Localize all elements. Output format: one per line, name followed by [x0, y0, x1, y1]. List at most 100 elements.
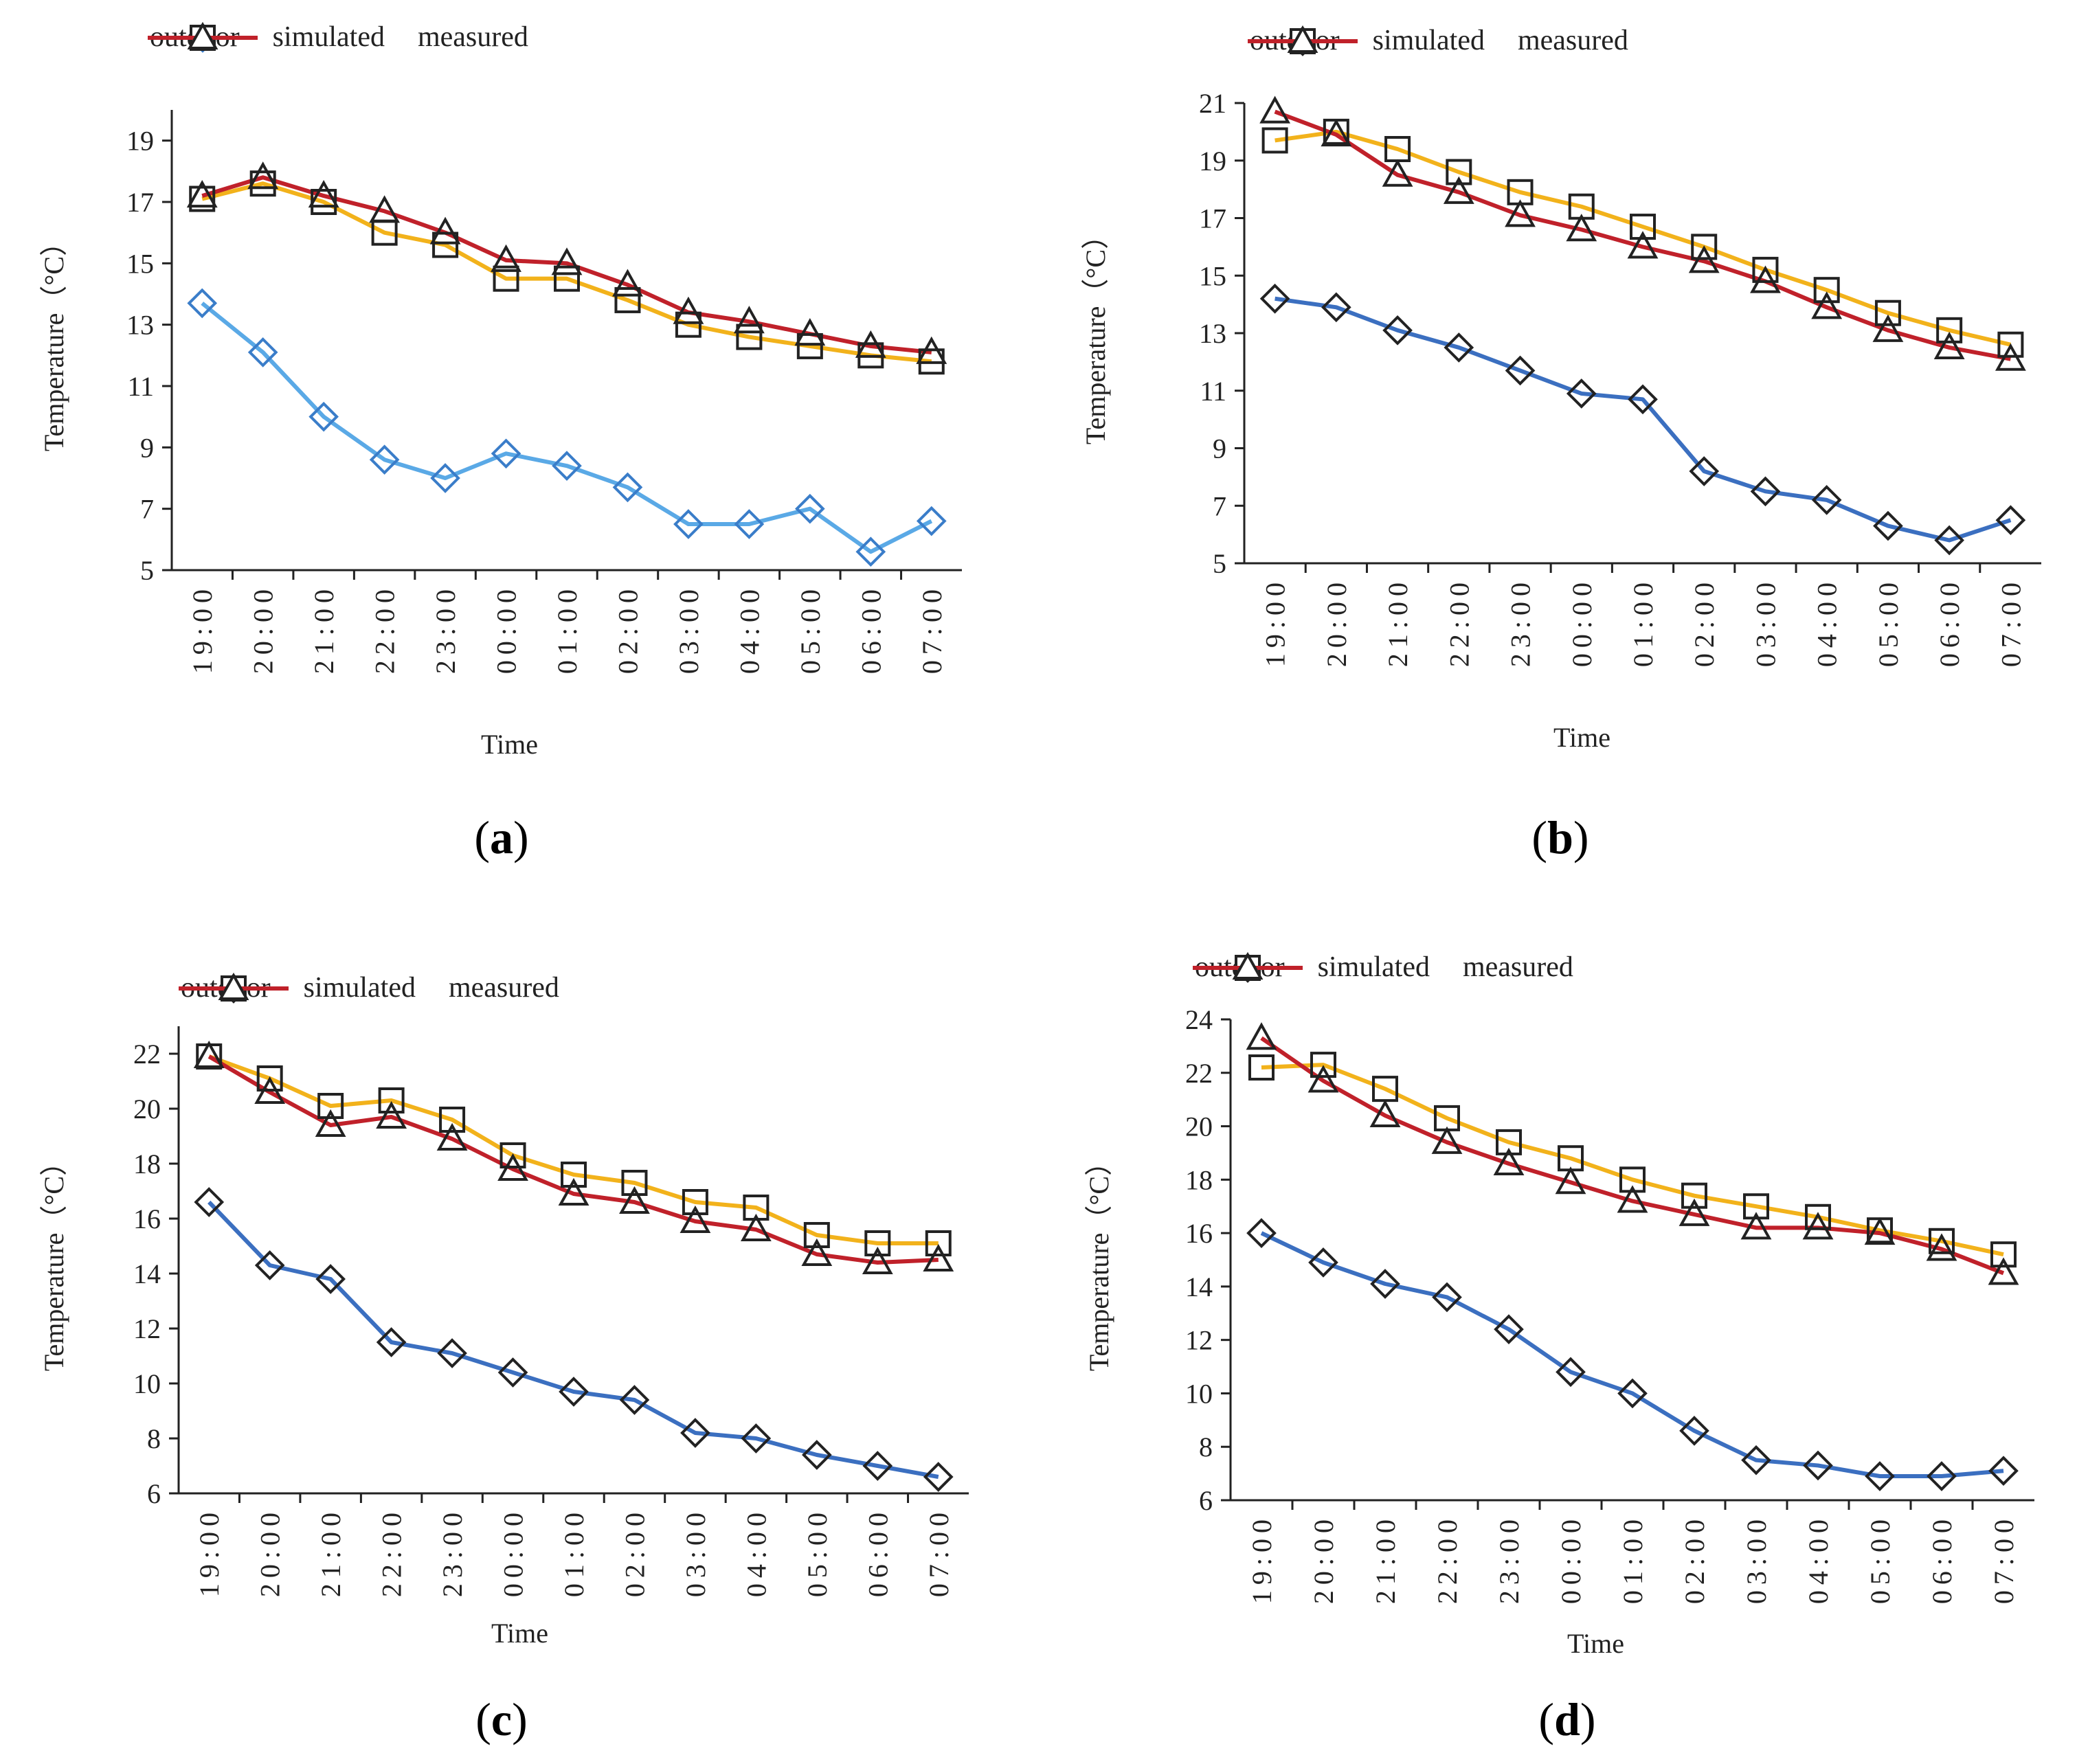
data-point-outdoor	[552, 451, 582, 481]
data-point-measured	[1443, 176, 1474, 204]
y-tick-label: 22	[1185, 1058, 1213, 1089]
x-tick-label: 07:00	[1988, 1514, 2019, 1604]
data-point-outdoor	[1382, 315, 1413, 346]
y-tick-label: 7	[140, 494, 154, 525]
y-tick-label: 13	[126, 310, 154, 341]
y-tick-label: 6	[147, 1478, 161, 1509]
chart-svg: 5 7 9 11 13 15 17 19 21 19:00 20:00 21:00 22:00 23:00…	[1199, 88, 2041, 667]
legend-item-measured: measured	[148, 21, 528, 54]
data-point-outdoor	[1934, 525, 1964, 556]
data-point-simulated	[1813, 277, 1840, 304]
data-point-measured	[429, 216, 461, 245]
legend-label: measured	[1462, 951, 1573, 983]
data-point-measured	[1802, 1212, 1834, 1240]
y-tick-label: 6	[1199, 1485, 1213, 1516]
data-point-measured	[1321, 118, 1352, 147]
chart-panel-d: 6 8 10 12 14 16 18 20 22 24 19:00 20:00 21:00 22:00 23…	[1038, 882, 2076, 1764]
data-point-measured	[1995, 343, 2026, 371]
data-point-measured	[680, 1205, 711, 1233]
series-line-measured	[1260, 1036, 2005, 1276]
legend-swatch	[1248, 25, 1358, 53]
data-point-outdoor	[1308, 1247, 1338, 1278]
data-point-simulated	[499, 1142, 526, 1168]
data-point-simulated	[1619, 1166, 1646, 1193]
y-tick-label: 8	[147, 1423, 161, 1454]
data-point-outdoor	[491, 438, 521, 469]
data-point-measured	[1246, 1022, 1277, 1050]
data-point-simulated	[256, 1065, 283, 1092]
y-tick-label: 20	[1185, 1111, 1213, 1142]
x-tick-label: 19:00	[187, 584, 218, 674]
data-point-outdoor	[559, 1377, 589, 1407]
x-tick-label: 23:00	[1505, 577, 1536, 667]
x-tick-label: 19:00	[194, 1507, 225, 1597]
data-point-outdoor	[1988, 1456, 2019, 1486]
data-point-measured	[1740, 1212, 1772, 1240]
data-point-simulated	[621, 1170, 648, 1196]
x-tick-label: 00:00	[1556, 1514, 1586, 1604]
x-tick-label: 22:00	[377, 1507, 407, 1597]
data-point-measured	[551, 247, 583, 275]
chart-svg: 5 7 9 11 13 15 17 19 19:00 20:00 21:00 22:00 23:00 00…	[126, 110, 962, 674]
data-point-outdoor	[247, 337, 278, 368]
data-point-measured	[1926, 1233, 1957, 1261]
data-point-measured	[1382, 159, 1413, 187]
x-axis-label: Time	[1553, 722, 1611, 753]
data-point-measured	[247, 161, 279, 190]
y-tick-label: 19	[1199, 146, 1226, 177]
chart-panel-c: 6 8 10 12 14 16 18 20 22 19:00 20:00 21:00 22:00 23:0…	[0, 882, 1038, 1764]
panel-label: (d)	[1538, 1693, 1596, 1745]
y-tick-label: 9	[1213, 433, 1226, 464]
x-tick-label: 02:00	[1679, 1514, 1710, 1604]
data-point-outdoor	[369, 444, 400, 475]
y-tick-label: 13	[1199, 318, 1226, 349]
data-point-measured	[794, 317, 826, 346]
data-point-simulated	[796, 332, 823, 359]
x-tick-label: 21:00	[315, 1507, 346, 1597]
data-point-measured	[1750, 265, 1781, 293]
chart-svg: 6 8 10 12 14 16 18 20 22 19:00 20:00 21:00 22:00 23:0…	[133, 1026, 969, 1597]
data-point-simulated	[1752, 256, 1779, 283]
chart-svg: 6 8 10 12 14 16 18 20 22 24 19:00 20:00 21:00 22:00 23…	[1185, 1004, 2034, 1604]
data-point-outdoor	[187, 288, 218, 319]
data-point-outdoor	[1566, 378, 1597, 409]
y-tick-label: 11	[1200, 376, 1226, 407]
data-point-simulated	[864, 1230, 891, 1256]
data-point-outdoor	[916, 506, 947, 536]
panel-letter: a	[490, 811, 513, 863]
data-point-simulated	[1691, 234, 1718, 260]
y-tick-label: 20	[133, 1094, 161, 1124]
legend-item-simulated: simulated	[179, 971, 416, 1004]
data-point-outdoor	[1432, 1282, 1462, 1313]
data-point-measured	[254, 1076, 286, 1104]
data-point-measured	[1566, 214, 1597, 242]
x-tick-label: 21:00	[1370, 1514, 1401, 1604]
data-point-measured	[186, 179, 218, 208]
legend-item-simulated: simulated	[1248, 24, 1485, 57]
y-tick-label: 5	[1213, 548, 1226, 579]
legend-item-simulated: simulated	[148, 21, 385, 54]
data-point-outdoor	[619, 1385, 650, 1415]
triangle-marker	[1287, 25, 1318, 53]
data-point-measured	[733, 306, 765, 334]
data-point-simulated	[803, 1222, 830, 1248]
x-tick-label: 20:00	[248, 584, 279, 674]
data-point-measured	[612, 269, 643, 297]
data-point-outdoor	[1811, 485, 1842, 515]
data-point-outdoor	[1689, 456, 1720, 486]
y-tick-label: 12	[1185, 1325, 1213, 1356]
series-line-simulated	[201, 181, 932, 364]
series-line-outdoor	[207, 1200, 939, 1479]
data-point-outdoor	[802, 1440, 832, 1470]
data-point-simulated	[1248, 1054, 1275, 1081]
x-tick-label: 01:00	[1628, 577, 1659, 667]
data-point-outdoor	[1803, 1450, 1833, 1481]
x-tick-label: 04:00	[1803, 1514, 1834, 1604]
legend-item-measured: measured	[1193, 951, 1573, 984]
data-point-outdoor	[1370, 1269, 1400, 1299]
x-axis-label: Time	[1567, 1628, 1625, 1659]
x-tick-label: 02:00	[619, 1507, 650, 1597]
data-point-measured	[1864, 1217, 1896, 1245]
x-tick-label: 01:00	[1617, 1514, 1648, 1604]
y-axis-label: Temperature（°C）	[38, 1148, 70, 1372]
